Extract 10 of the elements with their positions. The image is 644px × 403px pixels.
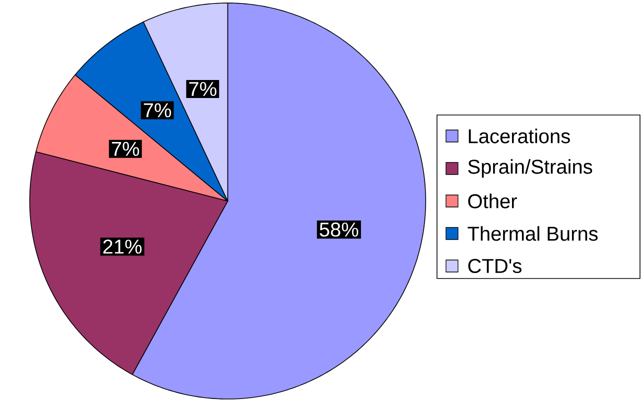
data-label: 21% [103,240,142,254]
legend-label: Sprain/Strains [468,159,592,178]
legend-label: CTD's [468,258,522,274]
legend-label: Lacerations [468,128,570,144]
data-label: 7% [144,103,172,118]
data-label: 7% [189,82,216,96]
data-label: 7% [112,142,140,156]
data-label: 58% [320,222,358,237]
legend-label: Thermal Burns [468,226,598,241]
legend-label: Other [468,194,517,208]
